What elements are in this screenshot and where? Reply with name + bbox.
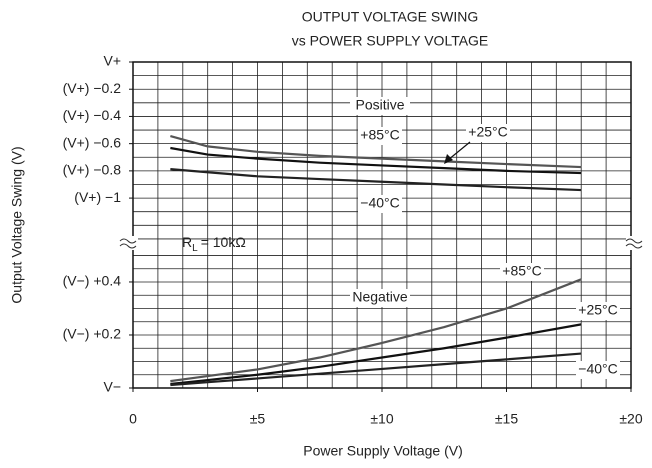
annotation: = 10kΩ bbox=[201, 234, 246, 250]
plot-frame bbox=[132, 61, 632, 389]
x-tick-label: ±5 bbox=[250, 411, 266, 427]
x-tick-label: 0 bbox=[129, 411, 137, 427]
series-label: +25°C bbox=[468, 124, 507, 140]
annotation: L bbox=[192, 243, 198, 254]
label-bg bbox=[500, 263, 544, 281]
axis-break bbox=[625, 238, 643, 249]
break-bg bbox=[118, 236, 138, 250]
y-tick-label: (V+) −0.2 bbox=[63, 80, 122, 96]
x-tick-label: ±15 bbox=[495, 411, 518, 427]
y-tick-label: (V+) −0.4 bbox=[63, 107, 122, 123]
series-label: +25°C bbox=[578, 302, 617, 318]
series-line bbox=[170, 134, 582, 169]
x-tick-label: ±20 bbox=[619, 411, 642, 427]
label-arrow bbox=[447, 141, 471, 161]
axis-break bbox=[119, 238, 137, 249]
y-tick-label: V+ bbox=[103, 53, 121, 69]
series-line bbox=[170, 168, 582, 192]
series-line bbox=[170, 278, 582, 383]
label-bg bbox=[576, 302, 620, 320]
y-tick-label: (V+) −1 bbox=[74, 189, 121, 205]
label-arrow-head bbox=[444, 154, 453, 164]
annotation: Negative bbox=[352, 289, 407, 305]
label-bg bbox=[466, 124, 510, 142]
series-line bbox=[170, 146, 582, 175]
label-bg bbox=[358, 195, 402, 213]
label-bg bbox=[350, 289, 410, 307]
label-bg bbox=[576, 361, 620, 379]
y-tick-label: V− bbox=[103, 379, 121, 395]
series-line bbox=[170, 352, 582, 387]
chart-subtitle: vs POWER SUPPLY VOLTAGE bbox=[292, 33, 489, 49]
series-label: +85°C bbox=[502, 263, 541, 279]
plot: V+ (V+) −0.2 (V+) −0.4 (V+) −0.6 (V+) −0.8 (V… bbox=[63, 53, 643, 427]
label-bg bbox=[358, 127, 402, 145]
x-tick-label: ±10 bbox=[370, 411, 393, 427]
annotation: Positive bbox=[355, 97, 404, 113]
y-tick-label: (V+) −0.8 bbox=[63, 162, 122, 178]
series-label: +85°C bbox=[360, 127, 399, 143]
y-tick-label: (V−) +0.2 bbox=[63, 326, 122, 342]
load-annotation: RL = 10kΩ bbox=[182, 234, 246, 254]
y-tick-label: (V+) −0.6 bbox=[63, 134, 122, 150]
label-bg bbox=[350, 97, 410, 115]
series-label: −40°C bbox=[360, 195, 399, 211]
series-line bbox=[170, 323, 582, 386]
x-axis-label: Power Supply Voltage (V) bbox=[303, 443, 463, 459]
y-tick-label: (V−) +0.4 bbox=[63, 273, 122, 289]
chart-title: OUTPUT VOLTAGE SWING bbox=[302, 9, 479, 25]
series-label: −40°C bbox=[578, 361, 617, 377]
annotation: R bbox=[182, 234, 192, 250]
y-axis-label: Output Voltage Swing (V) bbox=[9, 146, 25, 303]
